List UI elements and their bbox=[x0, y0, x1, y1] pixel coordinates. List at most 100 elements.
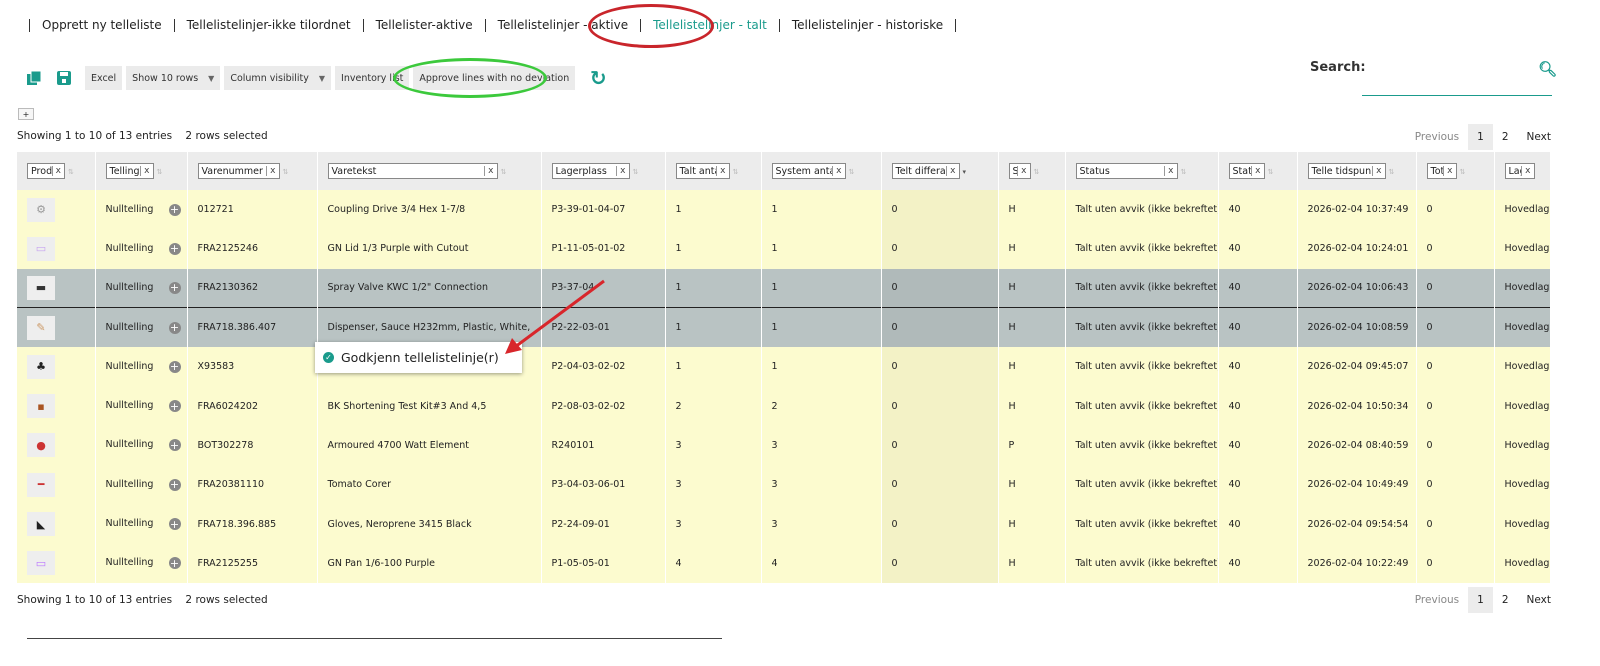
column-filter-input[interactable]: Produktx bbox=[27, 163, 65, 179]
table-row[interactable]: ✎ Nulltelling + FRA718.386.407 Dispenser, … bbox=[17, 307, 1551, 348]
counted-lines-table: Produktx⇅Tellingx⇅Varenummerx⇅Varetekstx… bbox=[17, 152, 1551, 583]
context-menu-approve[interactable]: ✓ Godkjenn tellelistelinje(r) bbox=[315, 342, 522, 373]
clear-filter-icon[interactable]: x bbox=[1521, 166, 1533, 176]
table-row[interactable]: ▭ Nulltelling + FRA2125246 GN Lid 1/3 Purp… bbox=[17, 229, 1551, 269]
plus-circle-icon[interactable]: + bbox=[168, 517, 181, 531]
column-filter-input[interactable]: Telling x bbox=[105, 163, 154, 179]
sort-icon[interactable]: ⇅ bbox=[282, 167, 289, 176]
column-header[interactable]: Sonex⇅ bbox=[998, 152, 1066, 190]
clear-filter-icon[interactable]: x bbox=[1443, 166, 1455, 176]
column-filter-input[interactable]: Lagerplass x bbox=[551, 163, 630, 179]
column-header[interactable]: Telling x ⇅ bbox=[95, 152, 188, 190]
column-filter-input[interactable]: Sonex bbox=[1008, 163, 1031, 179]
column-filter-input[interactable]: System antallx bbox=[771, 163, 846, 179]
table-row[interactable]: ━ Nulltelling + FRA20381110 Tomato Corer P3… bbox=[17, 465, 1551, 505]
tab-0[interactable]: Opprett ny telleliste bbox=[42, 18, 162, 32]
excel-button[interactable]: Excel bbox=[85, 66, 123, 90]
tab-5[interactable]: Tellelistelinjer - historiske bbox=[791, 18, 944, 32]
clear-filter-icon[interactable]: x bbox=[51, 166, 64, 176]
tab-1[interactable]: Tellelistelinjer-ikke tilordnet bbox=[186, 18, 351, 32]
search-icon[interactable]: 🔍︎ bbox=[1538, 60, 1558, 78]
column-filter-input[interactable]: Telle tidspunktx bbox=[1307, 163, 1386, 179]
show-rows-dropdown[interactable]: Show 10 rows ▼ bbox=[126, 66, 221, 90]
plus-circle-icon[interactable]: + bbox=[168, 203, 181, 217]
column-header[interactable]: Varetekst x ⇅ bbox=[317, 152, 542, 190]
search-input[interactable] bbox=[1362, 80, 1552, 96]
table-row[interactable]: ● Nulltelling + BOT302278 Armoured 4700 Wa… bbox=[17, 425, 1551, 466]
plus-circle-icon[interactable]: + bbox=[168, 360, 181, 374]
column-header[interactable]: Telle tidspunktx⇅ bbox=[1297, 152, 1417, 190]
table-row[interactable]: ▪ Nulltelling + FRA6024202 BK Shortening T… bbox=[17, 386, 1551, 426]
column-header[interactable]: Total px⇅ bbox=[1416, 152, 1495, 190]
expand-button[interactable]: + bbox=[18, 108, 34, 120]
column-filter-input[interactable]: Lagerstedx bbox=[1504, 163, 1535, 179]
telt-differanse-cell: 0 bbox=[881, 465, 999, 505]
clear-filter-icon[interactable]: x bbox=[1251, 166, 1263, 176]
column-header[interactable]: Lagerstedx bbox=[1494, 152, 1551, 190]
lagerplass-cell: P2-24-09-01 bbox=[541, 504, 666, 544]
page-1-button[interactable]: 1 bbox=[1468, 587, 1493, 613]
plus-circle-icon[interactable]: + bbox=[168, 438, 181, 452]
column-header[interactable]: Statuslinjex⇅ bbox=[1218, 152, 1298, 190]
sort-icon[interactable]: ⇅ bbox=[500, 167, 507, 176]
sort-icon[interactable]: ⇅ bbox=[1180, 167, 1187, 176]
clear-filter-icon[interactable]: x bbox=[832, 166, 844, 176]
table-row[interactable]: ◣ Nulltelling + FRA718.396.885 Gloves, Ner… bbox=[17, 504, 1551, 544]
column-visibility-dropdown[interactable]: Column visibility ▼ bbox=[224, 66, 332, 90]
sort-icon[interactable]: ⇅ bbox=[156, 167, 163, 176]
table-row[interactable]: ⚙ Nulltelling + 012721 Coupling Drive 3/4 … bbox=[17, 190, 1551, 230]
sort-icon[interactable]: ⇅ bbox=[1388, 167, 1395, 176]
clear-filter-icon[interactable]: x bbox=[1372, 166, 1384, 176]
column-filter-input[interactable]: Statuslinjex bbox=[1228, 163, 1265, 179]
clear-filter-icon[interactable]: x bbox=[1017, 166, 1029, 176]
sort-icon[interactable]: ⇅ bbox=[68, 167, 74, 176]
plus-circle-icon[interactable]: + bbox=[168, 399, 181, 413]
page-1-button[interactable]: 1 bbox=[1468, 124, 1493, 150]
column-filter-input[interactable]: Telt differansex bbox=[891, 163, 960, 179]
column-header[interactable]: Produktx⇅ bbox=[17, 152, 96, 190]
sort-icon[interactable]: ⇅ bbox=[848, 167, 855, 176]
sort-icon[interactable]: ⇅ bbox=[1459, 167, 1466, 176]
sort-icon[interactable]: ⇅ bbox=[732, 167, 739, 176]
clear-filter-icon[interactable]: x bbox=[484, 166, 496, 176]
column-filter-input[interactable]: Varetekst x bbox=[327, 163, 498, 179]
clear-filter-icon[interactable]: x bbox=[1164, 166, 1176, 176]
page-2-button[interactable]: 2 bbox=[1501, 594, 1509, 606]
column-filter-input[interactable]: Varenummer x bbox=[197, 163, 280, 179]
previous-button[interactable]: Previous bbox=[1414, 131, 1460, 143]
plus-circle-icon[interactable]: + bbox=[168, 242, 181, 256]
sort-icon[interactable]: ▾ bbox=[962, 167, 967, 176]
table-row[interactable]: ▭ Nulltelling + FRA2125255 GN Pan 1/6-100 … bbox=[17, 543, 1551, 583]
clear-filter-icon[interactable]: x bbox=[616, 166, 628, 176]
save-icon[interactable] bbox=[55, 69, 73, 87]
approve-lines-menu-item[interactable]: Godkjenn tellelistelinje(r) bbox=[341, 350, 499, 365]
column-filter-input[interactable]: Total px bbox=[1426, 163, 1457, 179]
sort-icon[interactable]: ⇅ bbox=[1267, 167, 1274, 176]
column-filter-input[interactable]: Talt antallx bbox=[675, 163, 730, 179]
sort-icon[interactable]: ⇅ bbox=[1033, 167, 1040, 176]
plus-circle-icon[interactable]: + bbox=[168, 478, 181, 492]
clear-filter-icon[interactable]: x bbox=[946, 166, 958, 176]
column-header[interactable]: Status x ⇅ bbox=[1065, 152, 1219, 190]
clear-filter-icon[interactable]: x bbox=[716, 166, 728, 176]
clear-filter-icon[interactable]: x bbox=[266, 166, 278, 176]
plus-circle-icon[interactable]: + bbox=[168, 321, 181, 335]
column-header[interactable]: System antallx⇅ bbox=[761, 152, 882, 190]
column-header[interactable]: Telt differansex▾ bbox=[881, 152, 999, 190]
tab-2[interactable]: Tellelister-aktive bbox=[375, 18, 473, 32]
column-header[interactable]: Varenummer x ⇅ bbox=[187, 152, 318, 190]
column-header[interactable]: Lagerplass x ⇅ bbox=[541, 152, 666, 190]
page-2-button[interactable]: 2 bbox=[1501, 131, 1509, 143]
previous-button[interactable]: Previous bbox=[1414, 594, 1460, 606]
table-row[interactable]: ▬ Nulltelling + FRA2130362 Spray Valve KWC… bbox=[17, 268, 1551, 308]
plus-circle-icon[interactable]: + bbox=[168, 556, 181, 570]
sort-icon[interactable]: ⇅ bbox=[632, 167, 639, 176]
column-header[interactable]: Talt antallx⇅ bbox=[665, 152, 762, 190]
copy-icon[interactable] bbox=[25, 69, 43, 87]
next-button[interactable]: Next bbox=[1526, 594, 1551, 606]
plus-circle-icon[interactable]: + bbox=[168, 281, 181, 295]
column-filter-input[interactable]: Status x bbox=[1075, 163, 1178, 179]
next-button[interactable]: Next bbox=[1526, 131, 1551, 143]
clear-filter-icon[interactable]: x bbox=[140, 166, 152, 176]
refresh-icon[interactable]: ↻ bbox=[589, 66, 607, 90]
